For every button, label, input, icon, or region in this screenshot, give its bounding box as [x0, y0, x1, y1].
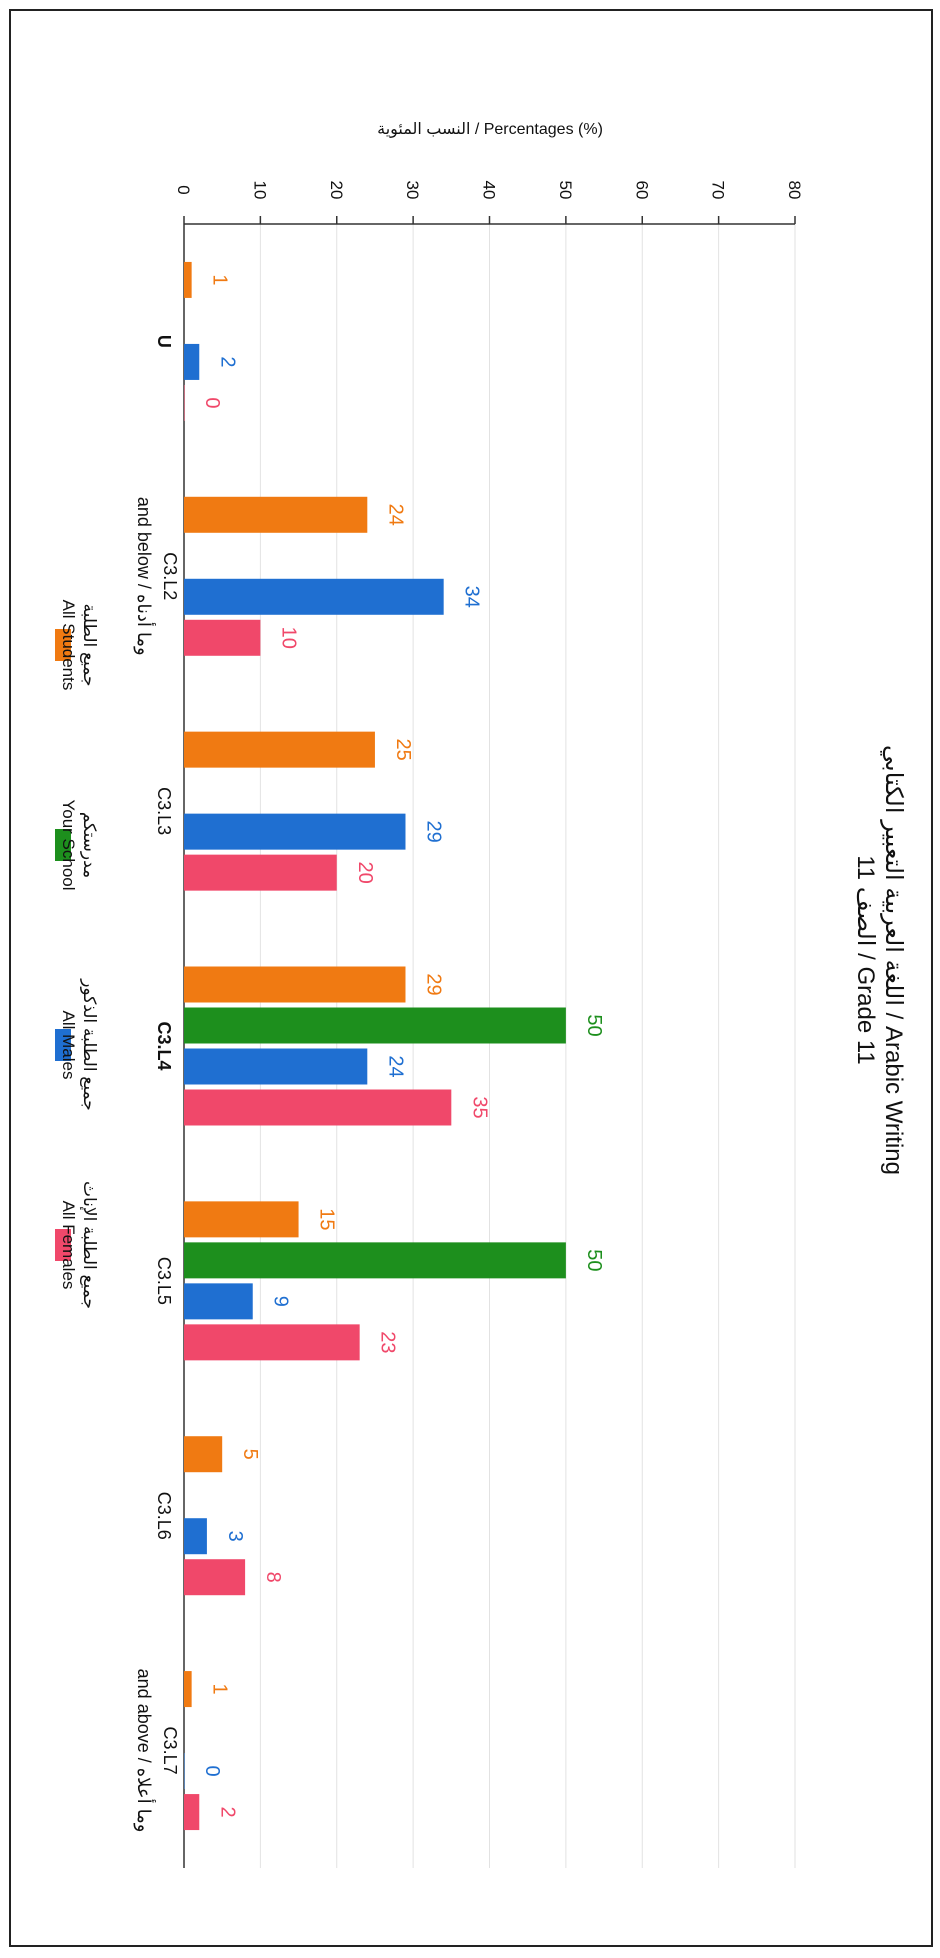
bar — [184, 343, 200, 380]
bar — [184, 1242, 566, 1279]
bar — [184, 1007, 566, 1044]
legend-label: Your School — [59, 799, 78, 890]
bar — [184, 1436, 223, 1473]
bar — [184, 813, 406, 850]
data-label: 9 — [270, 1296, 292, 1307]
bar — [184, 731, 375, 768]
data-label: 5 — [239, 1449, 261, 1460]
category-label: U — [154, 335, 174, 348]
tick-label: 10 — [250, 181, 269, 200]
data-label: 0 — [201, 1766, 223, 1777]
legend-label: All Students — [59, 600, 78, 691]
data-label: 23 — [377, 1331, 399, 1353]
tick-label: 0 — [174, 185, 193, 194]
bar — [184, 854, 337, 891]
legend-swatch — [55, 829, 71, 861]
data-label: 10 — [277, 627, 299, 649]
data-label: 50 — [583, 1249, 605, 1271]
tick-label: 20 — [327, 181, 346, 200]
legend-swatch — [55, 1029, 71, 1061]
bar — [184, 1518, 207, 1555]
tick-label: 70 — [709, 181, 728, 200]
data-label: 25 — [392, 739, 414, 761]
category-label: C3.L7 — [160, 1727, 180, 1775]
bar — [184, 384, 185, 421]
chart-frame — [9, 9, 933, 1947]
bar — [184, 261, 192, 298]
data-label: 15 — [316, 1208, 338, 1230]
data-label: 29 — [422, 973, 444, 995]
category-label: C3.L4 — [154, 1021, 174, 1070]
bar — [184, 619, 261, 656]
category-label: C3.L2 — [160, 552, 180, 600]
bar — [184, 1324, 360, 1361]
legend-label: All Males — [59, 1011, 78, 1080]
bar — [184, 1559, 246, 1596]
data-label: 1 — [209, 274, 231, 285]
bar-layer — [184, 261, 566, 1831]
bar — [184, 1283, 253, 1320]
bar — [184, 1753, 185, 1790]
data-label: 35 — [468, 1096, 490, 1118]
data-label: 29 — [422, 821, 444, 843]
legend-swatch — [55, 1229, 71, 1261]
category-label: C3.L5 — [154, 1257, 174, 1305]
data-label: 34 — [461, 586, 483, 608]
bar — [184, 1794, 200, 1831]
bar — [184, 1671, 192, 1708]
chart-title-line2: الصف 11 / Grade 11 — [852, 855, 879, 1065]
tick-label: 40 — [480, 181, 499, 200]
value-axis-title: النسب المئوية / Percentages (%) — [377, 121, 603, 139]
chart-title: اللغة العربية التعبير الكتابي / Arabic W… — [852, 745, 907, 1175]
data-label: 0 — [201, 397, 223, 408]
category-label-sub: and above / وما أعلاه — [133, 1669, 156, 1833]
chart-title-line1: اللغة العربية التعبير الكتابي / Arabic W… — [880, 745, 907, 1175]
bar — [184, 966, 406, 1003]
category-label-sub: and below / وما أدناه — [133, 497, 156, 656]
bar — [184, 1201, 299, 1238]
bar — [184, 1048, 368, 1085]
category-label: C3.L6 — [154, 1492, 174, 1540]
grid-layer — [259, 224, 796, 1868]
data-label: 20 — [354, 862, 376, 884]
legend-label-ar: جميع الطلبة الذكور — [79, 978, 99, 1111]
bar — [184, 496, 368, 533]
tick-label: 60 — [632, 181, 651, 200]
legend-label-ar: مدرستكم — [79, 812, 99, 878]
tick-label: 30 — [403, 181, 422, 200]
data-label: 1 — [209, 1684, 231, 1695]
data-label: 8 — [262, 1572, 284, 1583]
bar — [184, 578, 444, 615]
data-label: 2 — [216, 356, 238, 367]
data-label: 3 — [224, 1531, 246, 1542]
tick-label: 50 — [556, 181, 575, 200]
tick-label: 80 — [785, 181, 804, 200]
legend-label-ar: جميع الطلبة الإناث — [79, 1181, 99, 1309]
bar — [184, 1089, 452, 1126]
legend-swatch — [55, 629, 71, 661]
category-label: C3.L3 — [154, 787, 174, 835]
data-label: 24 — [384, 1055, 406, 1077]
data-label: 50 — [583, 1014, 605, 1036]
data-label: 2 — [216, 1807, 238, 1818]
legend-label: All Females — [59, 1201, 78, 1290]
legend-label-ar: جميع الطلبة — [79, 604, 99, 687]
data-label: 24 — [384, 504, 406, 526]
